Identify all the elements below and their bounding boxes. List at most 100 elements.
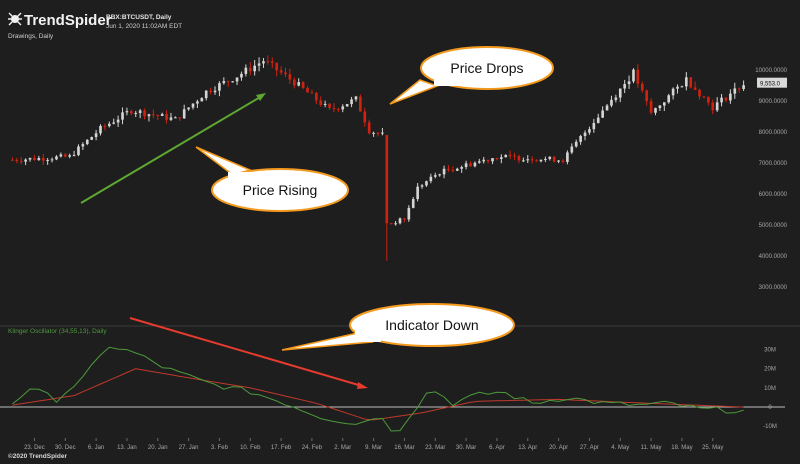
candle-body — [455, 168, 459, 171]
candle — [341, 104, 345, 113]
candle — [350, 96, 353, 108]
candle — [614, 94, 618, 103]
candle — [222, 77, 226, 85]
indicator-down-callout[interactable]: Indicator Down — [281, 303, 515, 351]
candle-body — [605, 105, 609, 111]
candle-body — [41, 158, 45, 161]
candle — [72, 150, 76, 157]
candle — [610, 95, 613, 108]
candle — [535, 159, 538, 162]
candle — [169, 112, 173, 122]
x-tick-label: 23. Dec — [24, 445, 45, 451]
candle-body — [552, 156, 556, 162]
candle — [486, 159, 490, 164]
last-price-tag: 9,553.0 — [757, 77, 787, 88]
candle — [337, 108, 340, 113]
price-panel[interactable]: 10000.0000 9000.0000 8000.0000 7000.0000 600… — [11, 55, 788, 291]
candle — [204, 90, 208, 101]
candle — [160, 112, 164, 117]
candle-body — [94, 133, 98, 138]
price-tick-label: 6000.0000 — [759, 192, 788, 198]
candle-body — [618, 88, 622, 98]
downtrend-arrow[interactable] — [129, 317, 363, 387]
indicator-tick-label: 20M — [764, 367, 776, 373]
candle — [275, 62, 279, 77]
candle — [218, 81, 221, 97]
candle-body — [191, 103, 195, 108]
candle-body — [156, 115, 160, 117]
candle-body — [363, 111, 367, 123]
candle — [460, 165, 464, 173]
candle — [77, 144, 80, 157]
candle-body — [508, 155, 512, 157]
candle-body — [610, 99, 613, 106]
candle-body — [350, 99, 353, 105]
candle-body — [451, 170, 455, 172]
brand-name: TrendSpider — [24, 12, 112, 29]
x-tick-label: 30. Dec — [55, 445, 76, 451]
x-tick-label: 20. Jan — [148, 445, 168, 451]
candle-body — [429, 176, 433, 182]
candle — [240, 71, 243, 81]
candle-body — [526, 159, 530, 161]
candle — [618, 88, 622, 103]
candle-body — [248, 67, 252, 72]
candle — [469, 161, 472, 167]
candle — [270, 57, 274, 69]
candle-body — [596, 117, 600, 123]
candle — [288, 68, 292, 84]
x-tick-label: 18. May — [671, 445, 692, 451]
x-tick-label: 20. Apr — [549, 445, 568, 451]
candle — [566, 150, 569, 165]
candle — [737, 87, 741, 93]
price-tick-label: 10000.0000 — [755, 68, 787, 74]
price-rising-callout[interactable]: Price Rising — [195, 146, 349, 212]
candle-body — [425, 181, 428, 186]
candle — [11, 157, 14, 161]
candle — [513, 152, 516, 161]
candle — [557, 160, 560, 164]
candle — [90, 136, 94, 141]
candle-body — [715, 102, 719, 111]
candle — [583, 130, 587, 141]
candle-body — [68, 155, 71, 157]
candle — [147, 113, 151, 122]
candle — [693, 81, 697, 91]
candle — [235, 77, 239, 86]
x-tick-label: 13. Jan — [117, 445, 137, 451]
x-tick-label: 23. Mar — [425, 445, 445, 451]
candle-body — [477, 161, 481, 163]
candle — [59, 152, 63, 158]
candle — [539, 159, 543, 163]
candle-body — [112, 122, 116, 124]
candle-body — [152, 114, 155, 116]
uptrend-arrow[interactable] — [80, 95, 263, 204]
candle — [649, 98, 653, 115]
candle-body — [614, 97, 618, 100]
candle-body — [574, 141, 578, 147]
uptrend-arrow-head — [256, 93, 266, 101]
candle — [491, 158, 494, 165]
candle-body — [685, 77, 688, 87]
candle-body — [125, 111, 129, 113]
candle-body — [240, 73, 243, 78]
candle-body — [24, 159, 27, 162]
candle-body — [640, 83, 644, 91]
indicator-panel[interactable]: Klinger Oscillator (34,55,13), Daily 30M… — [0, 328, 785, 432]
candle-body — [218, 83, 221, 91]
candle — [152, 109, 155, 119]
candle-body — [77, 146, 80, 156]
candle — [244, 64, 248, 77]
candle — [667, 93, 671, 104]
candle-body — [169, 117, 173, 120]
candle — [332, 103, 336, 112]
candle-body — [85, 139, 89, 145]
price-drops-callout[interactable]: Price Drops — [389, 46, 554, 105]
candle-body — [693, 87, 697, 90]
candle-body — [645, 90, 649, 102]
candle-body — [328, 103, 331, 108]
candle-body — [310, 92, 314, 94]
candle — [742, 80, 745, 92]
candle-body — [279, 70, 283, 73]
